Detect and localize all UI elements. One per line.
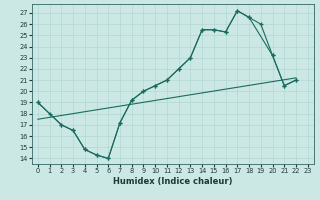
X-axis label: Humidex (Indice chaleur): Humidex (Indice chaleur) bbox=[113, 177, 233, 186]
